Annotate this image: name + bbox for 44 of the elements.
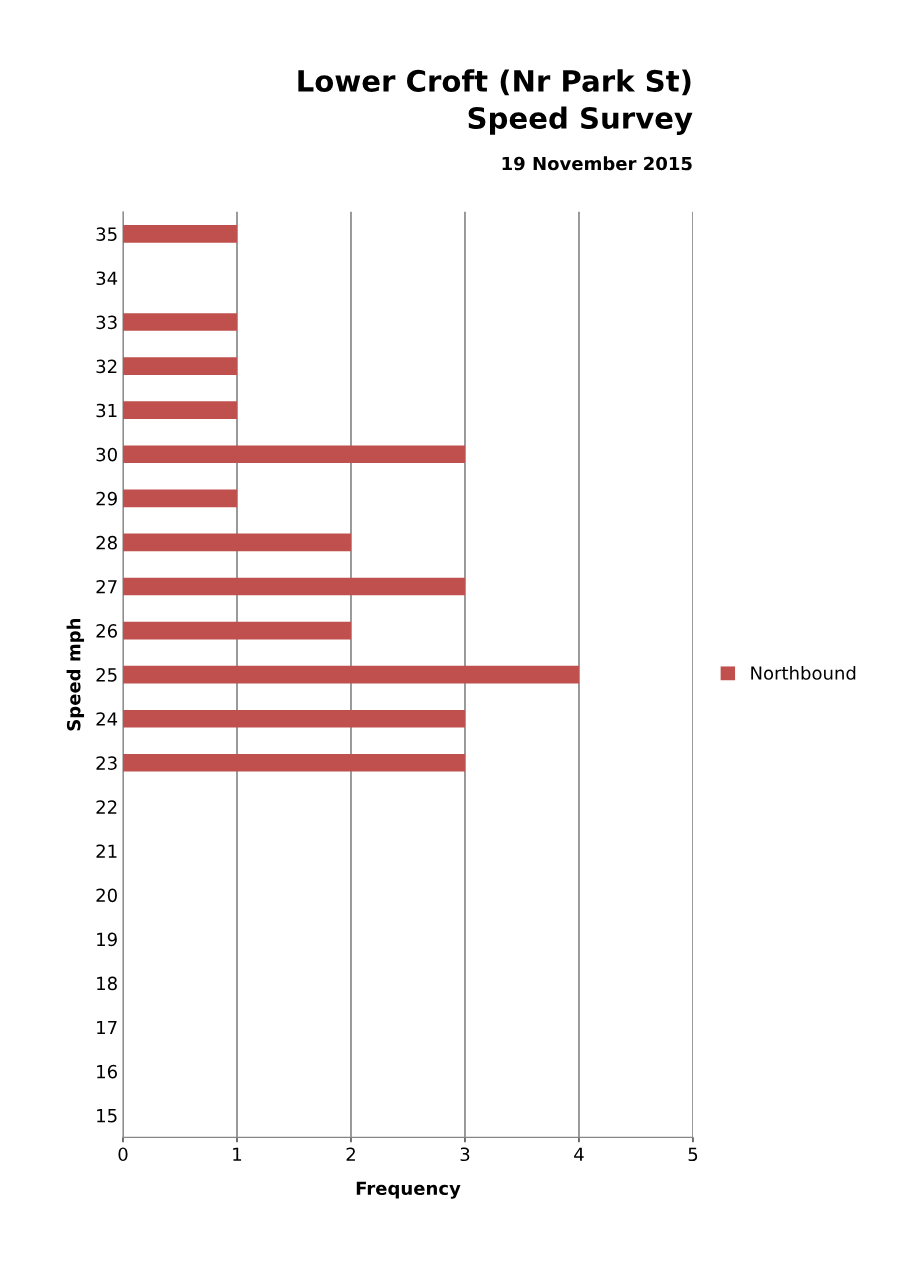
- y-tick-label: 31: [96, 403, 117, 418]
- bar: [122, 709, 465, 728]
- y-tick-label: 28: [96, 535, 117, 550]
- y-tick-label: 34: [96, 271, 118, 286]
- y-tick-label: 20: [96, 888, 117, 903]
- y-tick-label: 29: [96, 491, 117, 506]
- x-tick-label: 1: [233, 1147, 242, 1161]
- y-tick-label: 24: [96, 712, 118, 726]
- legend-label: Northbound: [751, 665, 856, 680]
- y-axis-title: Speed mph: [66, 618, 85, 731]
- x-tick-label: 3: [460, 1147, 470, 1162]
- bar: [122, 621, 351, 640]
- bar: [122, 401, 237, 419]
- chart-subtitle: 19 November 2015: [502, 156, 692, 171]
- y-tick-label: 19: [97, 932, 117, 947]
- x-tick-label: 2: [346, 1147, 355, 1161]
- bar: [122, 665, 579, 684]
- bar: [122, 445, 465, 464]
- y-tick-label: 26: [96, 624, 117, 638]
- y-tick-label: 33: [96, 315, 117, 330]
- bar: [122, 489, 237, 508]
- x-axis-title: Frequency: [356, 1181, 461, 1199]
- y-tick-label: 25: [96, 668, 117, 682]
- bar: [122, 225, 237, 243]
- y-tick-label: 23: [96, 756, 117, 770]
- x-tick-label: 5: [688, 1147, 698, 1162]
- x-tick-label: 0: [118, 1147, 128, 1162]
- bar: [122, 313, 237, 331]
- x-tick-label: 4: [574, 1147, 584, 1161]
- bar: [122, 577, 465, 596]
- y-tick-label: 18: [97, 976, 117, 991]
- y-tick-label: 30: [96, 447, 117, 462]
- y-tick-label: 15: [97, 1109, 117, 1123]
- y-tick-label: 35: [96, 227, 117, 241]
- y-tick-label: 32: [96, 359, 117, 374]
- bar: [122, 533, 351, 552]
- y-tick-label: 21: [96, 844, 117, 858]
- y-tick-label: 16: [97, 1064, 117, 1079]
- chart-title: Lower Croft (Nr Park St) Speed Survey: [298, 69, 693, 135]
- y-tick-label: 17: [97, 1020, 117, 1035]
- bar: [122, 357, 237, 375]
- y-tick-label: 27: [96, 579, 117, 594]
- y-tick-label: 22: [96, 800, 117, 814]
- bar: [122, 753, 465, 772]
